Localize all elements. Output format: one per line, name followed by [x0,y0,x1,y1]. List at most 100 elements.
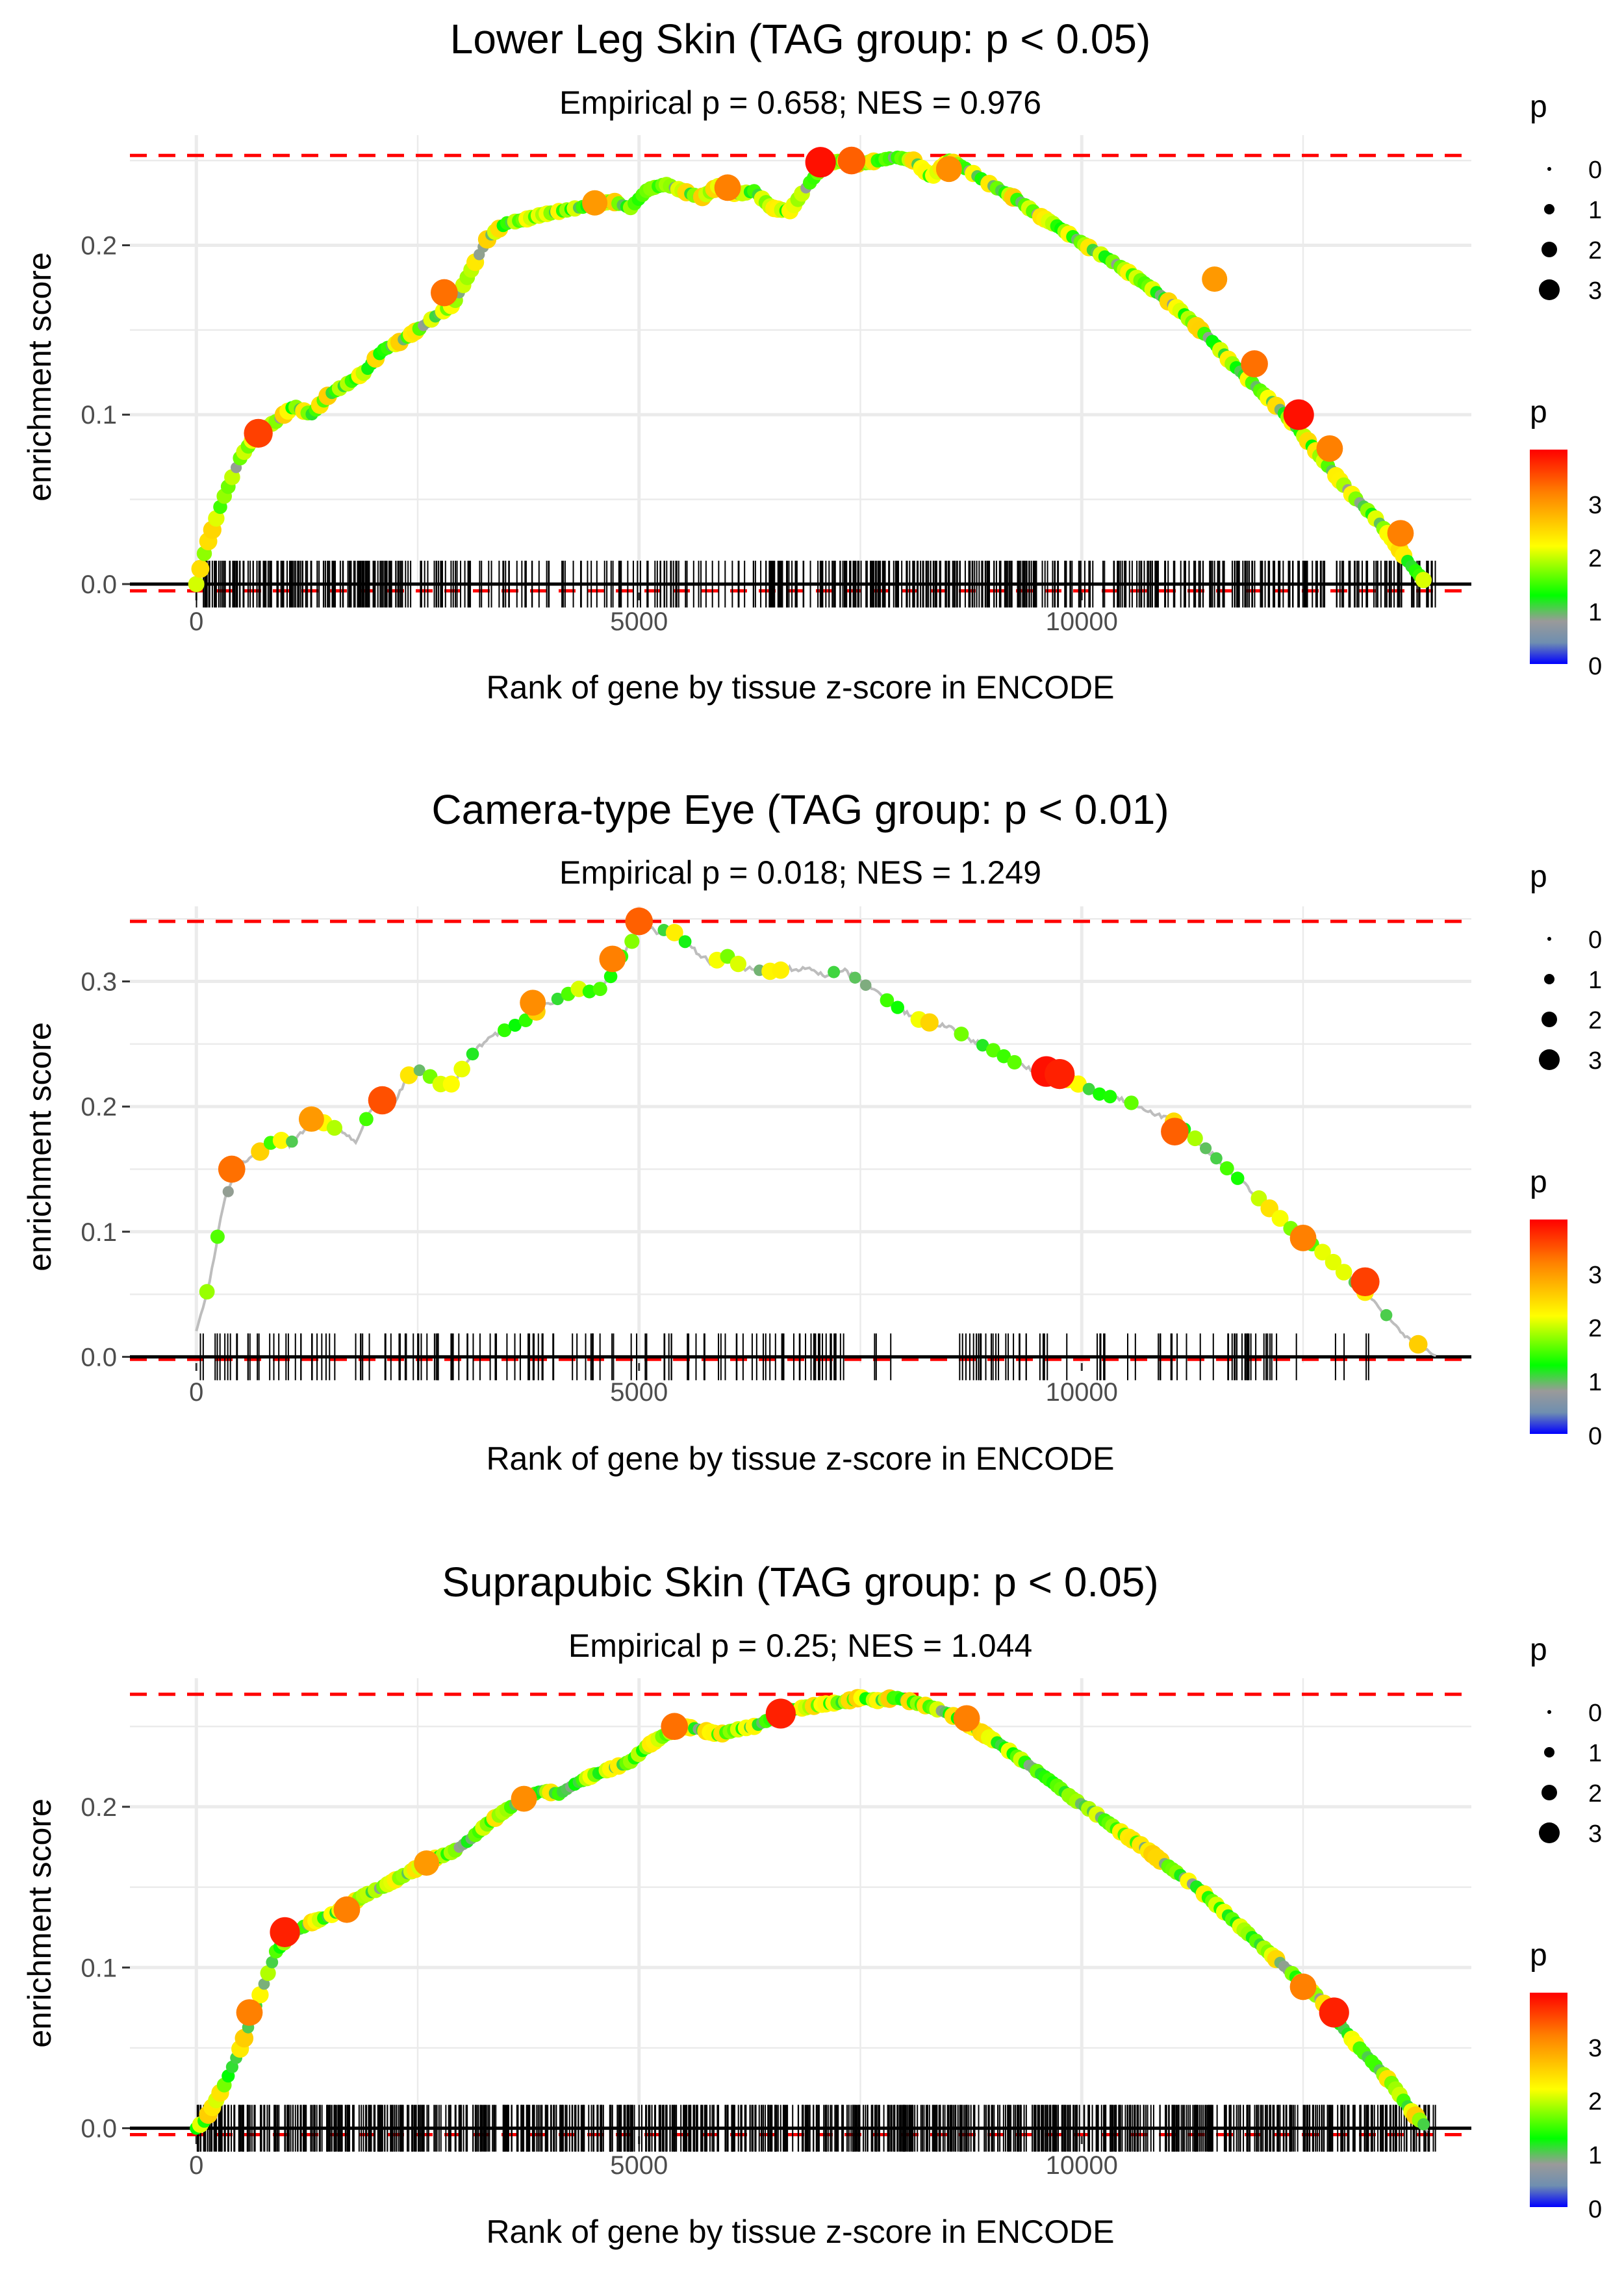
gene-point [1007,1054,1022,1070]
gene-point [251,1142,270,1161]
gene-point [326,1119,342,1136]
chart-title: Camera-type Eye (TAG group: p < 0.01) [431,786,1169,833]
gene-point [508,1019,522,1032]
x-tick-label: 0 [189,607,203,636]
size-legend-label: 3 [1588,1047,1602,1075]
gene-points [190,1689,1430,2135]
color-legend-label: 3 [1588,1262,1602,1289]
gene-point [1417,2118,1430,2131]
gene-point [258,1978,270,1990]
gene-point [208,510,225,527]
gene-point [985,1043,1001,1058]
x-tick-label: 10000 [1046,607,1118,636]
gene-point [413,1064,425,1077]
gene-point [665,924,683,941]
highlight-gene-point [520,990,546,1016]
gene-point [1082,1082,1095,1095]
size-legend-label: 1 [1588,197,1602,224]
gene-point [730,956,746,973]
gene-point [286,1135,298,1148]
gene-point [188,576,205,593]
gene-point [592,982,607,997]
size-legend-title: p [1530,1633,1547,1667]
chart-subtitle: Empirical p = 0.25; NES = 1.044 [568,1628,1032,1664]
size-legend-key-1 [1544,974,1554,984]
color-legend-label: 2 [1588,545,1602,572]
gene-point [1271,1210,1289,1227]
gene-points [188,146,1432,593]
size-legend-key-2 [1542,1012,1557,1027]
gene-point [1187,1130,1203,1147]
gene-point [603,969,618,984]
size-legend-key-0 [1547,937,1551,941]
x-tick-label: 10000 [1046,2151,1118,2180]
highlight-gene-point [431,279,458,307]
gene-point [976,1039,989,1052]
gene-point [1219,1161,1234,1176]
gene-point [1230,1171,1245,1185]
size-legend-key-1 [1544,204,1554,214]
y-tick-label: 0.2 [81,1093,117,1121]
chart-subtitle: Empirical p = 0.658; NES = 0.976 [559,84,1041,121]
color-legend-label: 0 [1588,1423,1602,1450]
legend-panel-2: p 0 1 2 3 p 3 2 1 0 [1530,860,1602,1450]
highlight-gene-point [1161,1118,1189,1145]
gene-point [222,1186,234,1197]
x-tick-label: 0 [189,1378,203,1407]
chart-panel-3: Suprapubic Skin (TAG group: p < 0.05) Em… [21,1559,1471,2250]
color-bar [1530,450,1567,664]
color-bar [1530,1993,1567,2207]
gene-point [1408,1335,1428,1354]
highlight-gene-point [218,1155,246,1183]
gene-point [849,971,861,984]
chart-panel-1: Lower Leg Skin (TAG group: p < 0.05) Emp… [21,16,1471,706]
plot-area: 0.0 0.1 0.2 0.3 0 5000 10000 [81,906,1471,1407]
color-bar [1530,1220,1567,1434]
gene-point [442,1075,460,1093]
highlight-gene-point [805,147,836,178]
size-legend-key-2 [1542,242,1557,257]
gene-points [199,907,1428,1354]
y-tick-label: 0.1 [81,1954,117,1982]
gene-point [210,1229,225,1244]
gene-point [191,559,210,578]
gene-point [859,979,872,991]
highlight-gene-point [333,1896,361,1923]
gene-point [199,1284,215,1300]
legend-panel-3: p 0 1 2 3 p 3 2 1 0 [1530,1633,1602,2223]
gene-point [1314,1244,1331,1260]
color-legend-label: 3 [1588,2035,1602,2062]
gene-point [359,1112,374,1127]
size-legend-key-3 [1539,279,1560,300]
color-legend-title: p [1530,395,1547,429]
highlight-gene-point [661,1713,689,1741]
x-tick-label: 5000 [610,2151,668,2180]
y-tick-label: 0.1 [81,401,117,429]
gene-point [920,1013,939,1032]
color-legend-label: 3 [1588,492,1602,519]
highlight-gene-point [244,418,273,448]
highlight-gene-point [765,1698,796,1729]
size-legend-label: 3 [1588,1820,1602,1848]
size-legend-label: 2 [1588,1780,1602,1808]
highlight-gene-point [270,1917,300,1947]
y-axis-label: enrichment score [21,252,58,502]
gene-point [453,1060,470,1078]
size-legend-title: p [1530,860,1547,894]
enrichment-curve [195,922,1437,1357]
gene-point [1069,1075,1087,1093]
x-axis-label: Rank of gene by tissue z-score in ENCODE [486,2214,1114,2250]
gene-point [400,1066,418,1084]
gene-point [624,934,640,949]
gene-point [954,1027,969,1041]
color-legend-label: 0 [1588,2196,1602,2223]
gene-point [1210,1152,1223,1165]
highlight-gene-point [935,156,962,183]
gene-point [1325,1253,1342,1271]
size-legend-title: p [1530,90,1547,124]
x-tick-label: 10000 [1046,1378,1118,1407]
y-tick-label: 0.2 [81,1793,117,1822]
gene-point [772,961,790,979]
highlight-gene-point [1387,520,1414,547]
